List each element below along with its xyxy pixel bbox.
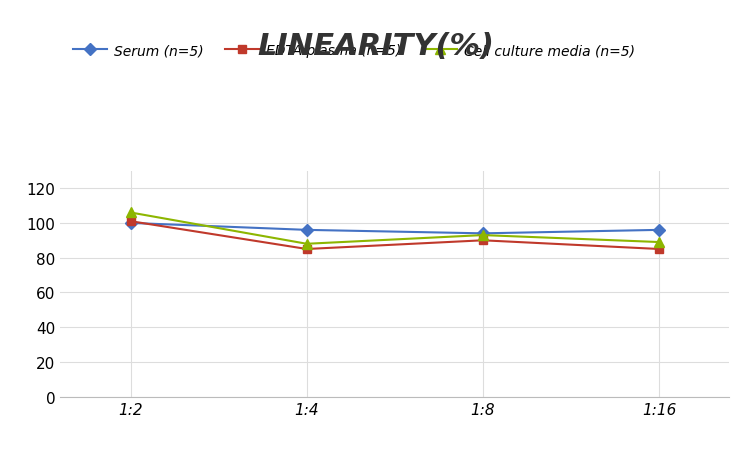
Serum (n=5) [654,228,663,233]
Cell culture media (n=5) [654,240,663,245]
Line: Cell culture media (n=5): Cell culture media (n=5) [126,208,664,249]
EDTA plasma (n=5) [654,247,663,252]
Line: Serum (n=5): Serum (n=5) [126,219,663,238]
EDTA plasma (n=5) [302,247,311,252]
Serum (n=5) [302,228,311,233]
EDTA plasma (n=5) [478,238,487,244]
Line: EDTA plasma (n=5): EDTA plasma (n=5) [126,217,663,253]
Text: LINEARITY(%): LINEARITY(%) [257,32,495,60]
Cell culture media (n=5) [302,242,311,247]
Cell culture media (n=5) [126,210,135,216]
Legend: Serum (n=5), EDTA plasma (n=5), Cell culture media (n=5): Serum (n=5), EDTA plasma (n=5), Cell cul… [67,38,641,64]
Cell culture media (n=5) [478,233,487,238]
Serum (n=5) [478,231,487,236]
EDTA plasma (n=5) [126,219,135,225]
Serum (n=5) [126,221,135,226]
